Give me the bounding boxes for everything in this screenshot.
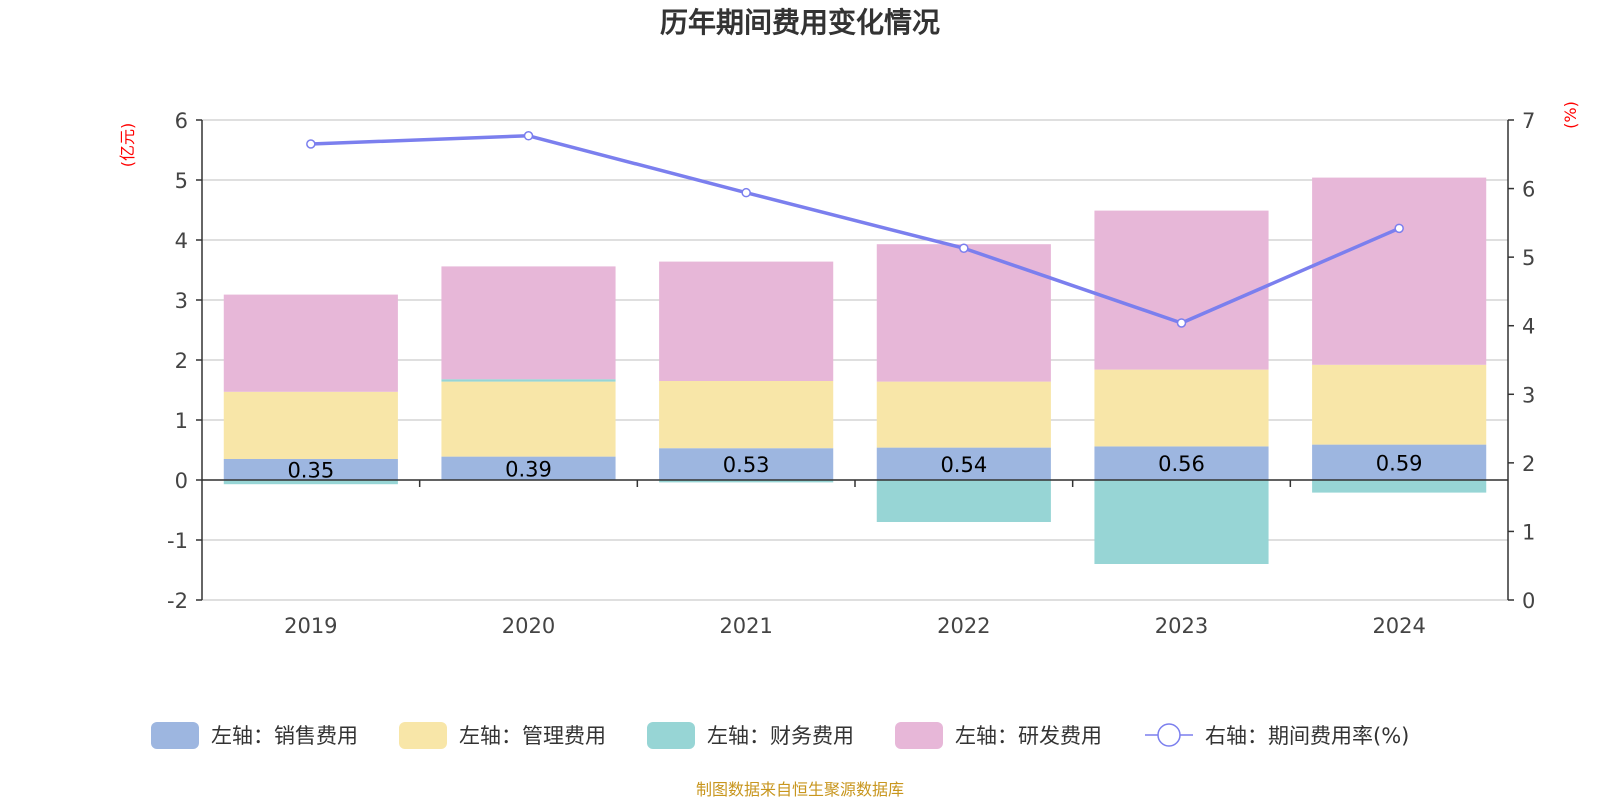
- bar-sales-2023: [1094, 446, 1269, 480]
- expense-rate-point-2020: [523, 131, 534, 141]
- bar-sales-2019: [223, 459, 398, 480]
- expense-rate-point-2021: [741, 187, 751, 198]
- right-tick-label: 3: [1522, 383, 1535, 407]
- data-labels: 0.35 0.39 0.53 0.54 0.56 0.59: [287, 451, 1422, 482]
- bar-finance-2019: [223, 480, 398, 485]
- left-tick-label: -1: [167, 529, 188, 553]
- expense-rate-point-2023: [1176, 318, 1187, 328]
- bar-rnd-2019: [223, 294, 398, 392]
- bar-finance-2022: [876, 480, 1051, 522]
- legend-marker: [1157, 723, 1181, 747]
- bar-finance-2024: [1312, 480, 1487, 493]
- right-tick-label: 0: [1522, 589, 1535, 613]
- legend-label: 右轴：期间费用率(%): [1205, 724, 1409, 748]
- bar-finance-2021: [659, 480, 834, 483]
- right-tick-label: 7: [1522, 109, 1535, 133]
- right-tick-label: 2: [1522, 452, 1535, 476]
- x-tick-label: 2021: [719, 614, 772, 638]
- bar-sales-2024: [1312, 444, 1487, 480]
- left-tick-label: 0: [175, 469, 188, 493]
- bar-rnd-2020: [441, 266, 616, 380]
- x-tick-label: 2024: [1372, 614, 1425, 638]
- bar-rnd-2023: [1094, 210, 1269, 370]
- legend-swatch: [151, 722, 199, 749]
- sales-value-label: 0.53: [723, 453, 770, 477]
- x-tick-label: 2019: [284, 614, 337, 638]
- legend-swatch: [399, 722, 447, 749]
- expense-rate-point-2022: [959, 243, 969, 253]
- bar-admin-2022: [876, 381, 1051, 448]
- bar-sales-2022: [876, 447, 1051, 480]
- legend-label: 左轴：研发费用: [955, 724, 1102, 748]
- axes: -2 -1 0 1 2 3 4 5 6 0 1 2 3 4 5 6 7 2019 2020 2021 2022 2023 2…: [167, 109, 1535, 638]
- right-tick-label: 1: [1522, 520, 1535, 544]
- expense-rate-point-2019: [306, 139, 316, 149]
- left-tick-label: 1: [175, 409, 188, 433]
- legend-swatch: [895, 722, 943, 749]
- legend-label: 左轴：管理费用: [459, 724, 606, 748]
- x-tick-label: 2020: [502, 614, 555, 638]
- x-tick-label: 2022: [937, 614, 990, 638]
- bar-finance-2020: [441, 379, 616, 382]
- expense-rate-point-2024: [1394, 223, 1404, 234]
- bar-sales-2020: [441, 456, 616, 480]
- legend-label: 左轴：销售费用: [211, 724, 358, 748]
- bar-rnd-2021: [659, 261, 834, 381]
- left-tick-label: 3: [175, 289, 188, 313]
- left-tick-label: 2: [175, 349, 188, 373]
- sales-value-label: 0.35: [287, 459, 334, 483]
- left-tick-label: 5: [175, 169, 188, 193]
- bar-admin-2023: [1094, 369, 1269, 447]
- source-note: 制图数据来自恒生聚源数据库: [696, 780, 904, 799]
- bar-admin-2021: [659, 381, 834, 449]
- right-tick-label: 4: [1522, 315, 1535, 339]
- x-tick-label: 2023: [1155, 614, 1208, 638]
- bar-rnd-2024: [1312, 177, 1487, 365]
- line-layer: [306, 131, 1404, 328]
- bar-finance-2023: [1094, 480, 1269, 564]
- left-tick-label: 6: [175, 109, 188, 133]
- sales-value-label: 0.39: [505, 457, 552, 481]
- bar-admin-2019: [223, 391, 398, 459]
- right-tick-label: 5: [1522, 246, 1535, 270]
- bar-rnd-2022: [876, 244, 1051, 382]
- sales-value-label: 0.54: [940, 453, 987, 477]
- legend-label: 左轴：财务费用: [707, 724, 854, 748]
- sales-value-label: 0.56: [1158, 452, 1205, 476]
- bar-admin-2020: [441, 381, 616, 457]
- right-tick-label: 6: [1522, 178, 1535, 202]
- legend: 左轴：销售费用 左轴：管理费用 左轴：财务费用 左轴：研发费用 右轴：期间费用率(%): [151, 722, 1409, 749]
- expense-rate-line: [310, 134, 1400, 325]
- right-axis-unit: (%): [1561, 101, 1580, 129]
- chart-title: 历年期间费用变化情况: [660, 6, 940, 39]
- bar-sales-2021: [659, 448, 834, 480]
- legend-swatch: [647, 722, 695, 749]
- left-tick-label: 4: [175, 229, 188, 253]
- left-tick-label: -2: [167, 589, 188, 613]
- bar-admin-2024: [1312, 364, 1487, 445]
- left-axis-unit: (亿元): [118, 123, 137, 168]
- sales-value-label: 0.59: [1376, 451, 1423, 475]
- bar-layer: [223, 177, 1487, 564]
